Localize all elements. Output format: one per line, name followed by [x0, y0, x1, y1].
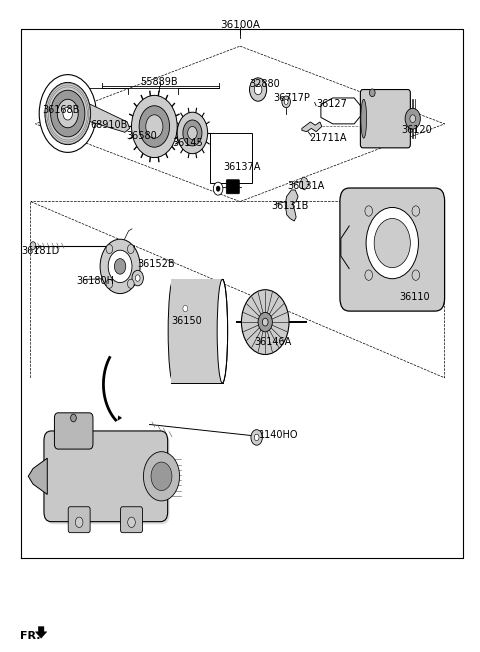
Circle shape [410, 115, 416, 123]
Text: 36146A: 36146A [254, 336, 291, 347]
Text: 36137A: 36137A [223, 162, 261, 172]
Circle shape [365, 206, 372, 216]
Circle shape [135, 275, 140, 281]
Text: 32880: 32880 [250, 80, 280, 89]
Circle shape [139, 106, 169, 147]
Circle shape [45, 82, 91, 145]
Circle shape [63, 107, 72, 120]
Circle shape [128, 279, 134, 288]
Text: 36717P: 36717P [273, 93, 310, 103]
Circle shape [282, 96, 290, 108]
Polygon shape [85, 104, 130, 132]
Text: 36580: 36580 [127, 131, 157, 141]
Circle shape [405, 108, 420, 129]
Text: 36150: 36150 [171, 316, 202, 326]
Circle shape [412, 270, 420, 280]
Circle shape [128, 244, 134, 254]
Text: 55889B: 55889B [140, 77, 178, 87]
Ellipse shape [217, 279, 228, 383]
Circle shape [412, 206, 420, 216]
Circle shape [254, 434, 259, 441]
Circle shape [39, 74, 96, 153]
Circle shape [263, 318, 268, 326]
FancyBboxPatch shape [120, 507, 143, 533]
Text: 21711A: 21711A [309, 133, 347, 143]
FancyBboxPatch shape [226, 179, 240, 194]
Circle shape [151, 462, 172, 490]
Polygon shape [321, 98, 365, 124]
Circle shape [106, 279, 113, 288]
FancyBboxPatch shape [360, 89, 410, 148]
Text: 36152B: 36152B [138, 259, 175, 269]
Circle shape [365, 270, 372, 280]
Text: 36131A: 36131A [288, 181, 325, 191]
FancyBboxPatch shape [340, 188, 444, 311]
FancyBboxPatch shape [44, 431, 168, 522]
Text: 36181D: 36181D [21, 246, 60, 256]
Circle shape [75, 517, 83, 527]
Circle shape [108, 250, 132, 282]
Text: 36120: 36120 [402, 125, 432, 135]
Circle shape [128, 517, 135, 527]
FancyBboxPatch shape [171, 279, 223, 383]
Circle shape [213, 182, 223, 195]
Circle shape [144, 452, 180, 501]
Circle shape [374, 218, 410, 268]
Polygon shape [300, 177, 309, 190]
Text: 1140HO: 1140HO [259, 430, 299, 440]
Circle shape [177, 112, 208, 154]
Circle shape [100, 239, 140, 293]
Circle shape [254, 84, 262, 95]
Circle shape [188, 126, 197, 140]
FancyBboxPatch shape [211, 133, 252, 183]
Ellipse shape [361, 99, 367, 138]
Circle shape [370, 89, 375, 96]
Polygon shape [36, 627, 47, 638]
Text: 36180H: 36180H [76, 276, 114, 286]
Text: 36110: 36110 [399, 292, 430, 302]
Text: 36145: 36145 [172, 138, 203, 148]
Circle shape [50, 90, 85, 137]
Text: 36100A: 36100A [220, 20, 260, 30]
FancyBboxPatch shape [54, 413, 93, 449]
Circle shape [183, 120, 202, 146]
Circle shape [250, 78, 267, 101]
Circle shape [251, 430, 263, 445]
Circle shape [71, 414, 76, 422]
Circle shape [30, 242, 36, 250]
FancyBboxPatch shape [46, 434, 169, 524]
Polygon shape [302, 122, 322, 132]
Text: 36131B: 36131B [271, 201, 308, 211]
Text: FR.: FR. [20, 630, 41, 641]
Polygon shape [28, 458, 48, 494]
Circle shape [146, 115, 163, 138]
Circle shape [114, 259, 126, 274]
Circle shape [132, 271, 144, 286]
Circle shape [57, 99, 78, 128]
Ellipse shape [168, 279, 179, 383]
Circle shape [366, 207, 419, 278]
Circle shape [216, 186, 220, 191]
Circle shape [132, 95, 177, 158]
Circle shape [183, 305, 188, 312]
Circle shape [106, 244, 113, 254]
Text: 36127: 36127 [316, 100, 347, 110]
Circle shape [284, 99, 288, 104]
Circle shape [258, 312, 272, 332]
Text: 36168B: 36168B [43, 105, 80, 115]
FancyBboxPatch shape [68, 507, 90, 533]
Text: 68910B: 68910B [90, 120, 128, 130]
Circle shape [241, 289, 289, 355]
Polygon shape [285, 190, 298, 221]
